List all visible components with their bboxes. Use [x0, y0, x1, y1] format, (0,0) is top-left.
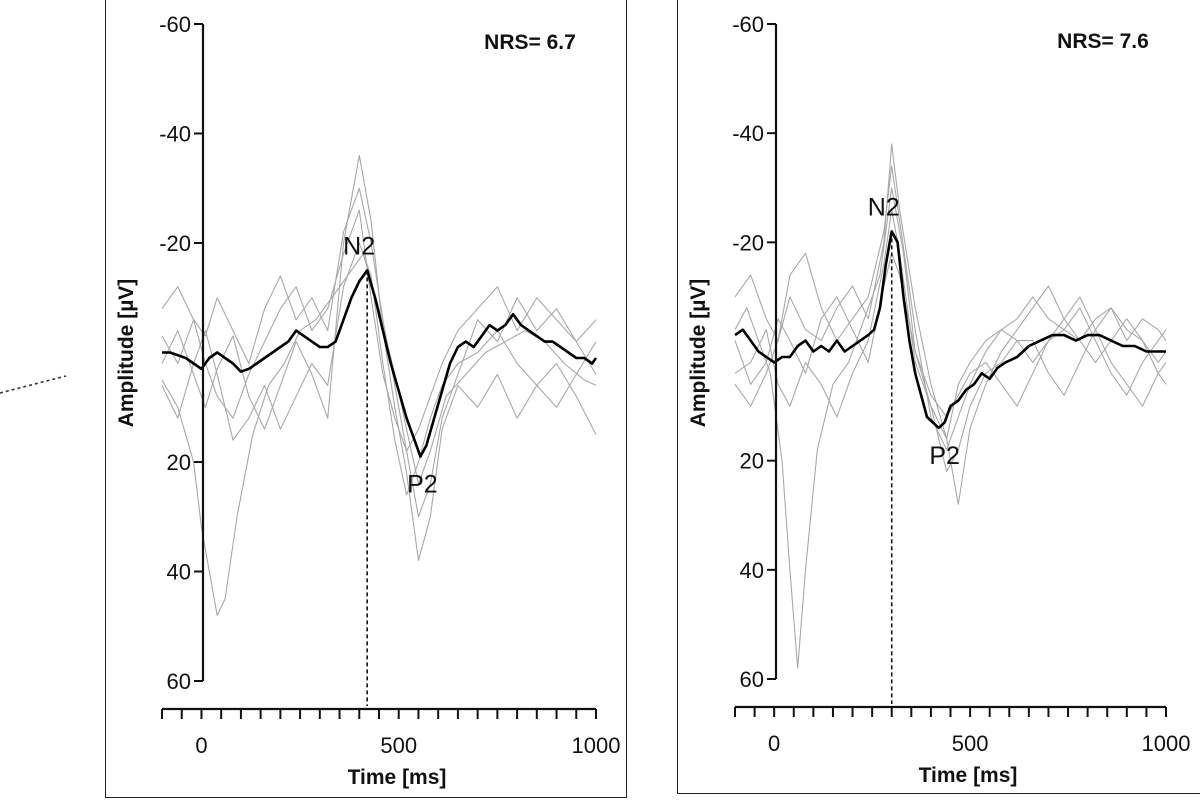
- y-tick-label: -40: [159, 122, 191, 147]
- connector-dotted-line: [0, 375, 67, 394]
- series-layer: [734, 143, 1167, 669]
- x-tick-label: 1000: [572, 733, 621, 758]
- x-axis-title: Time [ms]: [919, 764, 1018, 787]
- nrs-annotation: NRS= 6.7: [484, 31, 576, 54]
- peak-label-n2: N2: [868, 193, 900, 221]
- x-tick-label: 500: [952, 731, 989, 756]
- axis-layer: [161, 23, 597, 719]
- y-tick-label: -60: [732, 12, 764, 37]
- series-line-average: [734, 230, 1166, 430]
- y-tick-label: 40: [167, 560, 191, 585]
- chart-panel-right-frame: [677, 0, 1200, 794]
- series-layer: [161, 154, 598, 616]
- series-line-average: [162, 269, 598, 458]
- x-tick-label: 0: [195, 733, 207, 758]
- series-line-trial-3: [734, 209, 1167, 473]
- series-line-trial-1: [161, 253, 597, 616]
- peak-label-p2: P2: [407, 471, 438, 499]
- x-tick-label: 0: [768, 731, 780, 756]
- y-tick-label: -20: [159, 231, 191, 256]
- y-tick-label: 20: [740, 449, 764, 474]
- y-tick-label: -60: [159, 12, 191, 37]
- y-tick-label: 60: [167, 669, 191, 694]
- y-tick-label: -20: [732, 230, 764, 255]
- y-tick-label: 40: [740, 558, 764, 583]
- x-tick-label: 500: [380, 733, 417, 758]
- nrs-annotation: NRS= 7.6: [1057, 30, 1149, 53]
- x-axis-title: Time [ms]: [348, 766, 447, 789]
- y-axis-title: Amplitude [µV]: [115, 279, 138, 428]
- peak-label-n2: N2: [343, 232, 375, 260]
- chart-panel-left-frame: [105, 0, 627, 798]
- y-tick-label: -40: [732, 121, 764, 146]
- series-line-trial-5: [734, 165, 1167, 451]
- y-axis-title: Amplitude [µV]: [687, 279, 710, 428]
- y-tick-label: 60: [740, 667, 764, 692]
- series-line-trial-3: [161, 154, 597, 562]
- series-line-trial-1: [734, 187, 1167, 669]
- peak-label-p2: P2: [929, 442, 960, 470]
- x-tick-label: 1000: [1142, 731, 1191, 756]
- y-tick-label: 20: [167, 450, 191, 475]
- chart-left: Amplitude [µV] Time [ms] NRS= 6.7 -60 -4…: [115, 12, 621, 789]
- series-line-trial-5: [161, 242, 597, 496]
- axis-layer: [734, 23, 1167, 717]
- series-line-trial-4: [161, 209, 597, 452]
